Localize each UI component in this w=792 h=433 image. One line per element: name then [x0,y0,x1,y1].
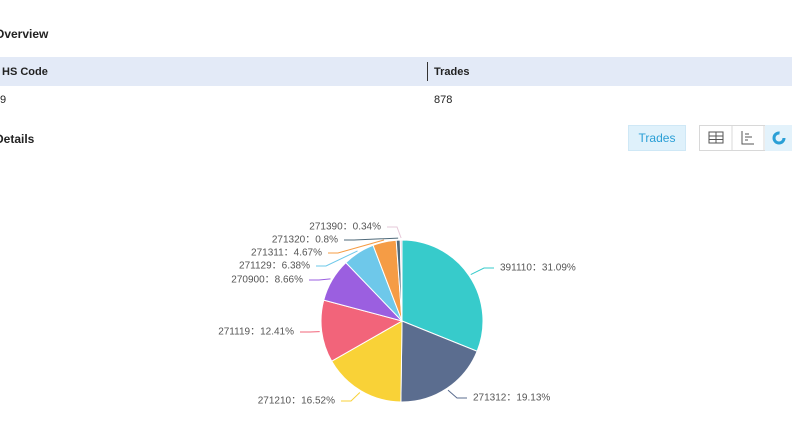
table-view[interactable] [708,131,724,144]
cell: 878 [434,94,453,106]
table-header [0,57,792,86]
divider [427,62,428,81]
leader-line [309,278,331,281]
leader-line [341,392,361,402]
cell: 9 [0,94,7,106]
pie-slice [401,239,484,352]
slice-label: 271311：4.67% [251,248,322,259]
leader-line [447,389,467,399]
pie-slice [400,320,478,403]
leader-line [344,237,399,241]
leader-line [470,267,494,275]
slice-label: 271210：16.52% [258,396,335,407]
pie-slice [330,320,403,403]
slice-label: 271312：19.13% [473,393,550,404]
pie-slice [399,239,403,322]
pie-slice [320,299,404,362]
slice-label: 271320：0.8% [272,235,338,246]
bar-view[interactable] [741,131,754,145]
slice-label: 271129：6.38% [239,261,310,272]
header-cell: Trades [434,66,470,78]
details-title: Details [0,132,35,146]
trades-button[interactable]: Trades [628,125,686,151]
leader-line [328,239,385,254]
pie-view[interactable] [772,131,786,145]
active-bg [765,125,792,151]
slice-label: 270900：8.66% [231,275,303,286]
slice-label: 271119：12.41% [218,327,294,338]
leader-line [316,250,358,267]
slice-label: 391110：31.09% [500,263,576,274]
slice-label: 271390：0.34% [309,222,381,233]
overview-title: Overview [0,27,49,41]
header-cell: HS Code [2,66,48,78]
leader-line [387,226,402,239]
view-switch [699,125,792,151]
view-icons [708,125,792,151]
